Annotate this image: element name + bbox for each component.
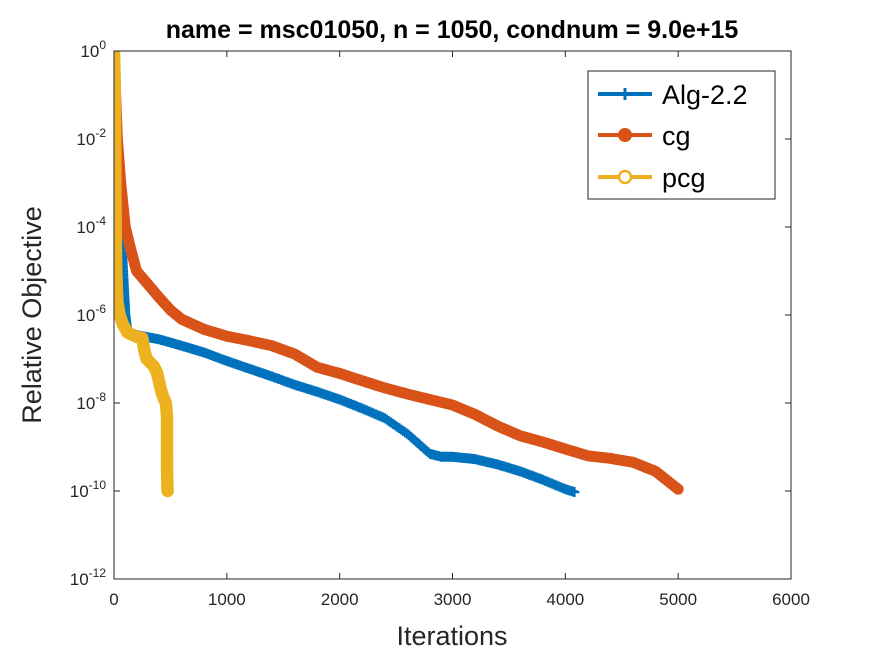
x-tick-label: 0: [109, 590, 118, 609]
y-axis-label: Relative Objective: [17, 206, 47, 424]
plot-frame: [113, 50, 792, 580]
legend-open-circle-marker-icon: [617, 169, 633, 185]
x-tick-label: 2000: [321, 590, 359, 609]
legend-item-alg-2-2: Alg-2.2: [598, 80, 748, 110]
legend-item-pcg: pcg: [598, 163, 706, 193]
y-tick-label: 10-2: [76, 126, 106, 149]
legend-item-cg: cg: [598, 121, 691, 151]
legend-label-pcg: pcg: [662, 163, 706, 193]
y-tick-label: 10-4: [76, 214, 106, 237]
x-tick-label: 4000: [546, 590, 584, 609]
x-tick-label: 1000: [208, 590, 246, 609]
y-tick-label: 10-8: [76, 390, 106, 413]
data-point-cg: [672, 483, 684, 495]
y-tick-label: 10-6: [76, 302, 106, 325]
legend-plus-marker-icon: [619, 88, 631, 100]
y-tick-label: 100: [80, 38, 106, 61]
series-group: [114, 51, 684, 498]
legend: Alg-2.2 cg pcg: [587, 70, 776, 200]
legend-label-cg: cg: [662, 121, 691, 151]
legend-label-alg-2-2: Alg-2.2: [662, 80, 748, 110]
data-point-alg-2-2: [569, 486, 580, 497]
legend-filled-circle-marker-icon: [618, 128, 632, 142]
y-tick-label: 10-12: [70, 566, 107, 589]
x-tick-label: 6000: [772, 590, 810, 609]
y-tick-label: 10-10: [70, 478, 107, 501]
series-layer: [114, 51, 684, 498]
x-tick-label: 3000: [434, 590, 472, 609]
chart-title: name = msc01050, n = 1050, condnum = 9.0…: [166, 16, 739, 44]
data-point-pcg: [161, 484, 174, 498]
x-axis-label: Iterations: [396, 621, 507, 651]
x-tick-label: 5000: [659, 590, 697, 609]
